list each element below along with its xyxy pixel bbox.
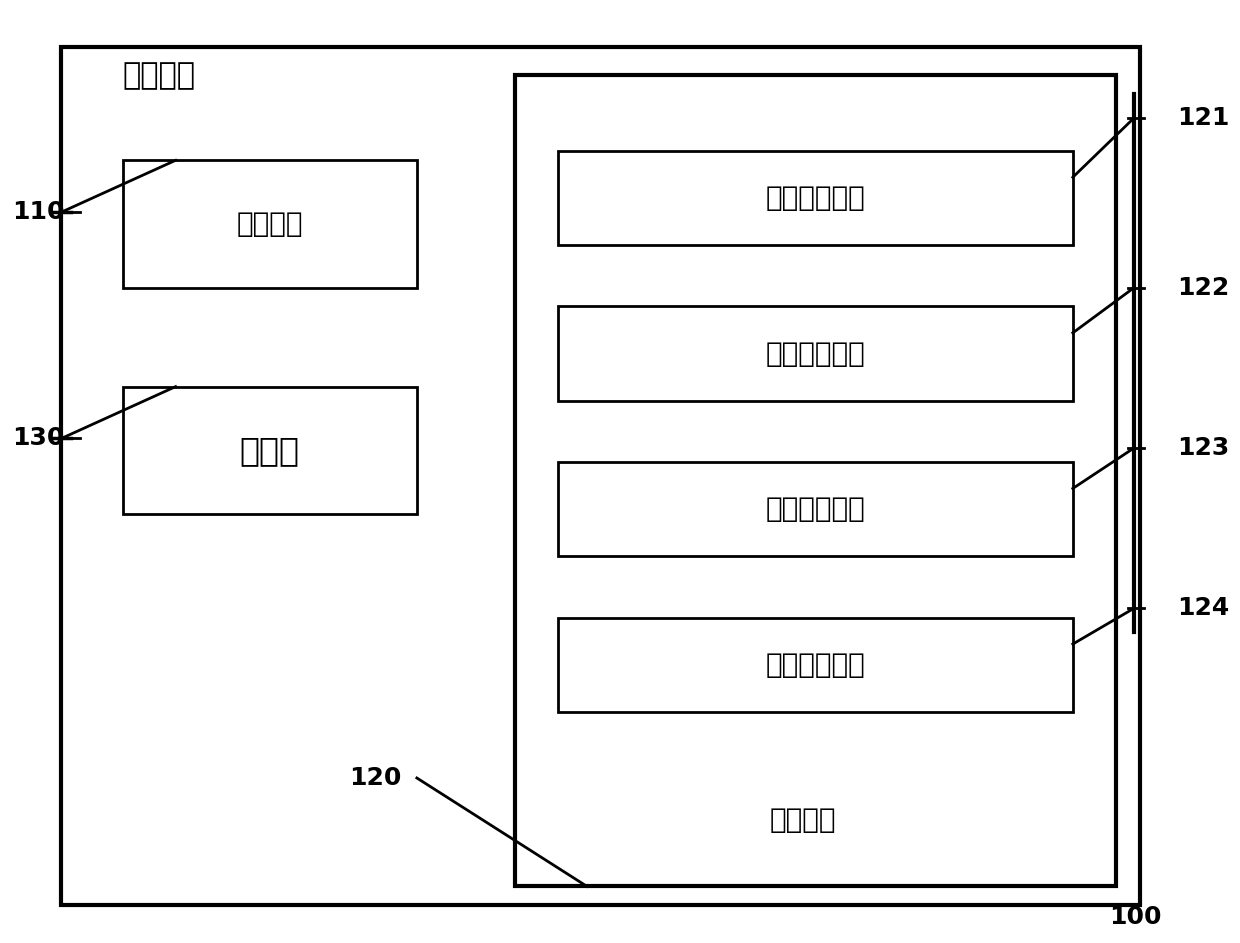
Text: 120: 120	[350, 766, 402, 790]
Text: 124: 124	[1177, 596, 1229, 620]
Text: 节点过滤模块: 节点过滤模块	[765, 495, 866, 523]
Bar	[61, 47, 1141, 905]
Text: 100: 100	[1110, 905, 1162, 929]
Text: 121: 121	[1177, 106, 1229, 130]
Text: 122: 122	[1177, 275, 1229, 300]
Bar	[123, 160, 417, 288]
Text: 节点选取模块: 节点选取模块	[765, 651, 866, 679]
Bar	[558, 618, 1073, 712]
Text: 123: 123	[1177, 436, 1229, 460]
Text: 接收组件: 接收组件	[237, 210, 303, 238]
Bar	[123, 387, 417, 514]
Text: 130: 130	[12, 426, 64, 451]
Text: 处理器: 处理器	[239, 434, 300, 467]
Bar	[558, 462, 1073, 556]
Bar	[515, 75, 1116, 886]
Text: 电子装置: 电子装置	[123, 61, 196, 90]
Text: 110: 110	[12, 200, 64, 224]
Bar	[558, 151, 1073, 245]
Text: 数据淬取模块: 数据淬取模块	[765, 184, 866, 212]
Text: 存储组件: 存储组件	[770, 806, 836, 835]
Text: 树状调度模块: 树状调度模块	[765, 339, 866, 368]
Bar	[558, 306, 1073, 401]
